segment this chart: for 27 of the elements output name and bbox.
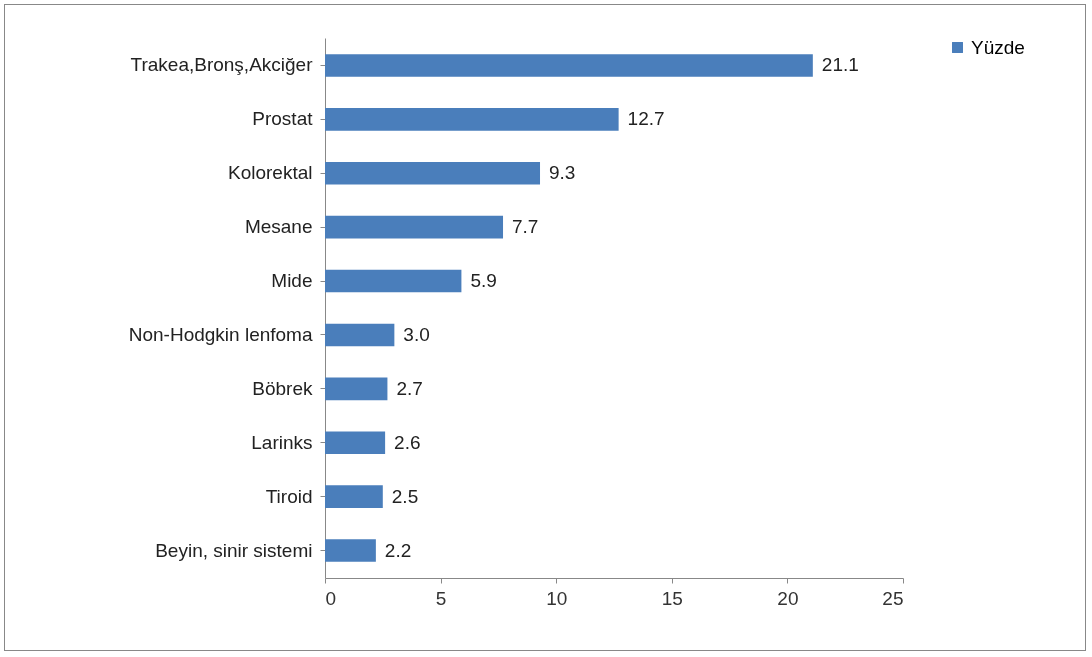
y-tick-label: Non-Hodgkin lenfoma bbox=[128, 323, 313, 345]
data-label: 9.3 bbox=[549, 162, 576, 184]
x-tick-label: 20 bbox=[777, 587, 799, 609]
data-label: 3.0 bbox=[403, 323, 430, 345]
y-tick-label: Mesane bbox=[244, 216, 313, 238]
legend-label: Yüzde bbox=[971, 36, 1025, 58]
y-tick-label: Beyin, sinir sistemi bbox=[155, 539, 313, 561]
data-label: 2.5 bbox=[391, 485, 419, 507]
x-tick-label: 5 bbox=[435, 587, 447, 609]
x-tick-label: 10 bbox=[546, 587, 568, 609]
data-label: 7.7 bbox=[512, 216, 539, 238]
y-tick-label: Mide bbox=[271, 270, 313, 292]
y-tick-label: Böbrek bbox=[252, 377, 313, 399]
data-label: 12.7 bbox=[627, 108, 665, 130]
data-label: 2.2 bbox=[384, 539, 412, 561]
y-tick-label: Kolorektal bbox=[228, 162, 313, 184]
data-label: 5.9 bbox=[470, 270, 497, 292]
data-label: 21.1 bbox=[821, 54, 859, 76]
y-tick-label: Tiroid bbox=[265, 485, 313, 507]
x-tick-label: 25 bbox=[882, 587, 904, 609]
y-tick-label: Trakea,Bronş,Akciğer bbox=[130, 54, 314, 76]
x-tick-label: 0 bbox=[325, 587, 337, 609]
x-tick-label: 15 bbox=[661, 587, 683, 609]
y-tick-label: Prostat bbox=[252, 108, 314, 130]
data-label: 2.6 bbox=[394, 431, 421, 453]
y-tick-label: Larinks bbox=[251, 431, 313, 453]
data-label: 2.7 bbox=[396, 377, 423, 399]
